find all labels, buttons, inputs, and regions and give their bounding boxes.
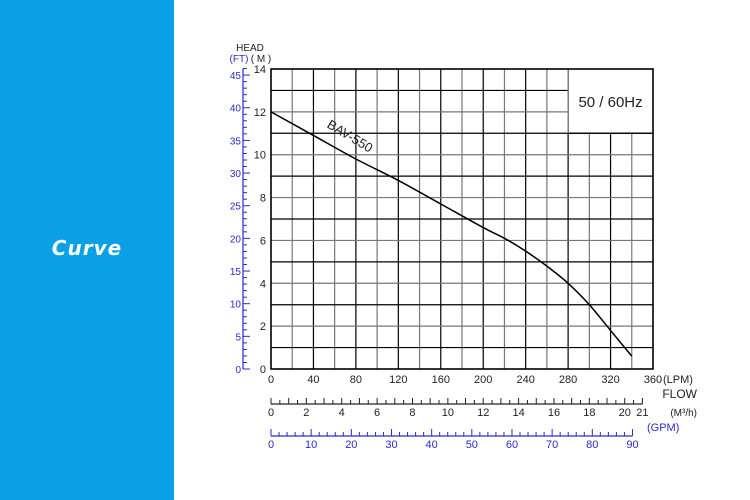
y-tick-label-ft: 5 (235, 332, 241, 343)
y-tick-label-m: 8 (260, 193, 266, 205)
plot-frame (270, 68, 654, 370)
y-tick-label-m: 2 (260, 321, 266, 333)
x-tick-label-m3h: 21 (636, 407, 648, 419)
x-tick-label-gpm: 70 (546, 439, 558, 451)
y-tick-label-m: 4 (260, 278, 266, 290)
y-tick-label-m: 6 (260, 235, 266, 247)
x-tick-label-gpm: 80 (586, 439, 598, 451)
x-tick-label-m3h: 4 (339, 407, 345, 419)
x-tick-label-gpm: 20 (345, 439, 357, 451)
x-tick-label-lpm: 160 (432, 374, 450, 386)
x-tick-label-m3h: 8 (409, 407, 415, 419)
sidebar-title: Curve (51, 236, 123, 260)
x-tick-label-m3h: 2 (303, 407, 309, 419)
x-tick-label-gpm: 40 (426, 439, 438, 451)
x-tick-label-gpm: 30 (385, 439, 397, 451)
x-tick-label-gpm: 90 (626, 439, 638, 451)
y-tick-label-ft: 25 (230, 202, 242, 213)
y-tick-label-ft: 10 (230, 300, 242, 311)
x-tick-label-m3h: 10 (442, 407, 454, 419)
sidebar-panel: Curve (0, 0, 174, 500)
x-tick-label-gpm: 10 (305, 439, 317, 451)
gpm-unit-label: (GPM) (647, 422, 679, 434)
m3h-unit-label: (M³/h) (670, 408, 697, 419)
y-tick-label-m: 12 (254, 107, 266, 119)
x-tick-label-lpm: 40 (307, 374, 319, 386)
m-unit-label: ( M ) (251, 54, 272, 65)
x-tick-label-m3h: 12 (477, 407, 489, 419)
x-tick-label-lpm: 320 (601, 374, 619, 386)
y-tick-label-ft: 15 (230, 267, 242, 278)
flow-label: FLOW (662, 387, 697, 401)
ft-unit-label: (FT) (230, 54, 249, 65)
x-tick-label-m3h: 16 (548, 407, 560, 419)
x-tick-label-m3h: 14 (512, 407, 524, 419)
y-tick-label-ft: 35 (230, 136, 242, 147)
y-tick-label-m: 10 (254, 150, 266, 162)
y-tick-label-ft: 45 (230, 71, 242, 82)
x-tick-label-lpm: 360 (644, 374, 662, 386)
x-tick-label-lpm: 0 (268, 374, 274, 386)
x-tick-label-gpm: 0 (268, 439, 274, 451)
frequency-label: 50 / 60Hz (578, 94, 642, 111)
y-tick-label-ft: 30 (230, 169, 242, 180)
x-tick-label-lpm: 240 (516, 374, 534, 386)
x-tick-label-lpm: 120 (389, 374, 407, 386)
y-tick-label-ft: 20 (230, 234, 242, 245)
y-tick-label-ft: 0 (235, 365, 241, 376)
x-tick-label-lpm: 80 (350, 374, 362, 386)
x-tick-label-lpm: 200 (474, 374, 492, 386)
x-tick-label-gpm: 50 (466, 439, 478, 451)
x-tick-label-lpm: 280 (559, 374, 577, 386)
x-tick-label-m3h: 20 (619, 407, 631, 419)
head-label: HEAD (236, 43, 264, 54)
lpm-unit-label: (LPM) (663, 374, 693, 386)
y-tick-label-m: 14 (254, 64, 266, 76)
pump-curve-line (270, 111, 633, 357)
x-tick-label-gpm: 60 (506, 439, 518, 451)
y-tick-label-m: 0 (260, 364, 266, 376)
x-tick-label-m3h: 6 (374, 407, 380, 419)
x-tick-label-m3h: 18 (583, 407, 595, 419)
model-label: BAV-550 (325, 117, 376, 156)
x-tick-label-m3h: 0 (268, 407, 274, 419)
y-tick-label-ft: 40 (230, 104, 242, 115)
